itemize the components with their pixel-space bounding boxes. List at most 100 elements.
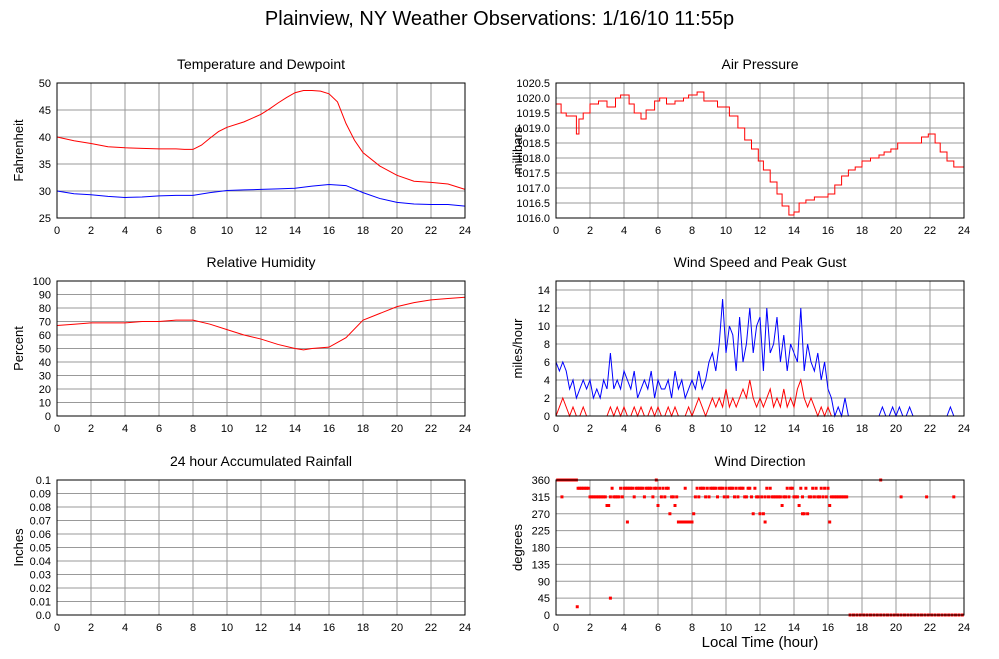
data-point (688, 520, 692, 524)
data-point (795, 495, 799, 499)
data-point (952, 495, 956, 499)
data-point (843, 495, 847, 499)
data-point (671, 495, 675, 499)
data-point (826, 486, 830, 490)
data-point (811, 486, 815, 490)
y-tick-label: 12 (538, 303, 550, 315)
data-point (789, 486, 793, 490)
data-point (773, 495, 777, 499)
data-point (709, 486, 713, 490)
x-tick-label: 2 (587, 225, 593, 237)
x-tick-label: 18 (856, 225, 868, 237)
data-point (733, 495, 736, 499)
data-point (828, 520, 832, 524)
x-tick-label: 10 (221, 622, 233, 634)
data-point (583, 486, 587, 490)
x-tick-label: 24 (459, 622, 471, 634)
x-tick-label: 12 (754, 622, 766, 634)
x-tick-label: 4 (122, 225, 128, 237)
x-tick-label: 24 (958, 622, 970, 634)
x-tick-label: 6 (655, 423, 661, 435)
data-point (772, 495, 776, 499)
x-tick-label: 0 (553, 225, 559, 237)
series-line-1 (56, 184, 466, 207)
data-point (578, 486, 582, 490)
data-point (778, 495, 782, 499)
data-point (750, 495, 753, 499)
data-point (816, 495, 820, 499)
data-point (641, 486, 645, 490)
series-line-0 (56, 90, 466, 190)
y-tick-label: 1018.5 (516, 138, 550, 150)
y-axis-label: Percent (11, 326, 26, 371)
x-tick-label: 4 (621, 225, 627, 237)
data-point (625, 486, 629, 490)
data-point (699, 486, 702, 490)
x-tick-label: 16 (323, 225, 335, 237)
data-point (828, 504, 832, 507)
x-tick-label: 14 (289, 225, 301, 237)
data-point (731, 486, 735, 490)
x-tick-label: 22 (425, 225, 437, 237)
data-point (787, 495, 791, 499)
y-tick-label: 0.04 (30, 556, 51, 568)
x-tick-label: 2 (88, 225, 94, 237)
data-point (814, 486, 818, 490)
data-point (790, 486, 794, 490)
data-point (656, 504, 660, 507)
y-tick-label: 1020.0 (516, 93, 550, 105)
y-axis-label: degrees (510, 524, 525, 571)
data-point (721, 486, 725, 490)
data-point (710, 486, 714, 490)
data-point (585, 486, 589, 490)
plot-frame (555, 280, 965, 417)
x-tick-label: 16 (323, 622, 335, 634)
data-point (644, 486, 648, 490)
data-point (690, 520, 694, 524)
data-point (602, 495, 606, 499)
x-tick-label: 20 (391, 225, 403, 237)
x-tick-label: 6 (655, 622, 661, 634)
data-point (841, 495, 845, 499)
data-point (833, 495, 837, 499)
x-tick-label: 4 (122, 622, 128, 634)
data-point (687, 520, 691, 524)
data-point (705, 486, 709, 490)
x-tick-label: 12 (255, 225, 267, 237)
data-point (809, 495, 813, 499)
data-point (648, 486, 651, 490)
y-axis-label: millibars (510, 126, 525, 174)
data-point (632, 495, 636, 499)
data-point (619, 486, 623, 490)
data-point (739, 486, 743, 490)
data-point (614, 495, 617, 499)
y-tick-label: 2 (544, 393, 550, 405)
x-axis-label: Local Time (hour) (701, 634, 819, 651)
data-point (767, 495, 770, 499)
data-point (590, 495, 594, 499)
y-tick-label: 0.01 (30, 597, 51, 609)
y-tick-label: 0.09 (30, 489, 51, 501)
x-tick-label: 4 (621, 423, 627, 435)
data-point (823, 486, 827, 490)
data-point (692, 512, 696, 516)
x-tick-label: 14 (788, 423, 800, 435)
plot-frame (56, 280, 466, 417)
x-tick-label: 10 (720, 622, 732, 634)
data-point (649, 486, 653, 490)
x-tick-label: 8 (190, 423, 196, 435)
data-point (673, 504, 677, 507)
x-tick-label: 22 (425, 423, 437, 435)
data-point (743, 495, 747, 499)
x-tick-label: 16 (822, 622, 834, 634)
data-point (697, 495, 701, 499)
y-tick-label: 0.1 (36, 475, 51, 487)
data-point (631, 486, 634, 490)
data-point (588, 495, 592, 499)
y-tick-label: 40 (39, 357, 51, 369)
x-tick-label: 10 (720, 225, 732, 237)
